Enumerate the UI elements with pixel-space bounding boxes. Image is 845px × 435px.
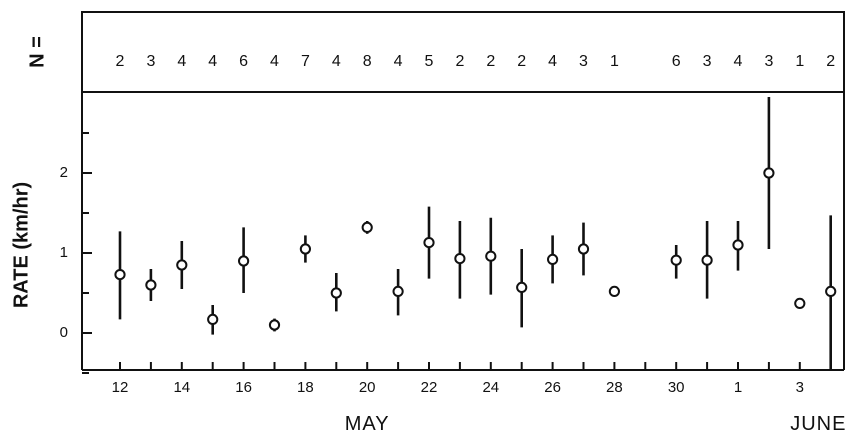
y-ticks-group: 0 1 2: [60, 132, 92, 374]
n-value: 4: [270, 53, 279, 70]
month-label: JUNE: [790, 413, 845, 435]
x-tick-label: 3: [796, 379, 804, 396]
x-tick-label: 16: [235, 379, 252, 396]
n-label: N =: [26, 36, 48, 68]
data-point: [299, 243, 311, 255]
y-tick-label: 2: [60, 164, 68, 181]
data-point: [701, 254, 713, 266]
x-tick-label: 12: [112, 379, 129, 396]
data-point: [485, 250, 497, 262]
data-point: [145, 279, 157, 291]
n-value: 1: [795, 53, 804, 70]
n-value: 4: [177, 53, 186, 70]
x-tick-label: 20: [359, 379, 376, 396]
n-value: 2: [517, 53, 526, 70]
data-point: [238, 255, 250, 267]
x-tick-label: 14: [173, 379, 190, 396]
data-point: [732, 239, 744, 251]
data-point: [423, 237, 435, 249]
y-tick-label: 1: [60, 244, 68, 261]
data-point: [763, 167, 775, 179]
n-value: 6: [672, 53, 681, 70]
n-value: 2: [826, 53, 835, 70]
n-value: 3: [146, 53, 155, 70]
data-point: [608, 285, 621, 297]
data-point: [392, 285, 404, 297]
data-point: [207, 313, 219, 325]
data-point: [330, 287, 342, 299]
n-value: 5: [425, 53, 434, 70]
data-point: [670, 254, 682, 266]
x-tick-label: 1: [734, 379, 742, 396]
month-label: MAY: [345, 413, 390, 435]
y-axis-label: RATE (km/hr): [10, 182, 32, 308]
n-values-group: 2 3 4 4 6 4 7 4 8 4 5 2 2 2 4 3 1 6 3 4 3 1 2: [116, 53, 836, 70]
x-ticks-group: 12 14 16 18 20 22 24 26 28 30 1 3: [112, 362, 832, 396]
n-value: 2: [116, 53, 125, 70]
data-point: [794, 297, 806, 309]
data-point: [176, 259, 188, 271]
data-point: [825, 285, 837, 297]
n-value: 4: [208, 53, 217, 70]
n-value: 3: [703, 53, 712, 70]
n-value: 4: [394, 53, 403, 70]
data-point: [268, 319, 281, 331]
x-tick-label: 24: [482, 379, 499, 396]
n-value: 1: [610, 53, 619, 70]
n-value: 4: [332, 53, 341, 70]
n-value: 6: [239, 53, 248, 70]
x-tick-label: 28: [606, 379, 623, 396]
data-point: [361, 221, 373, 233]
y-tick-label: 0: [60, 324, 68, 341]
month-labels-group: MAY JUNE: [345, 413, 845, 435]
data-point: [547, 253, 559, 265]
n-value: 8: [363, 53, 372, 70]
data-points-group: [114, 97, 837, 369]
n-value: 3: [764, 53, 773, 70]
x-tick-label: 30: [668, 379, 685, 396]
n-panel-frame: [81, 11, 845, 93]
n-value: 2: [486, 53, 495, 70]
x-tick-label: 22: [421, 379, 438, 396]
n-value: 4: [548, 53, 557, 70]
x-tick-label: 18: [297, 379, 314, 396]
data-point: [114, 269, 126, 281]
x-tick-label: 26: [544, 379, 561, 396]
n-value: 3: [579, 53, 588, 70]
n-value: 7: [301, 53, 310, 70]
data-point: [516, 281, 528, 293]
data-point: [454, 253, 466, 265]
data-point: [577, 243, 590, 255]
n-value: 2: [455, 53, 464, 70]
n-value: 4: [734, 53, 743, 70]
